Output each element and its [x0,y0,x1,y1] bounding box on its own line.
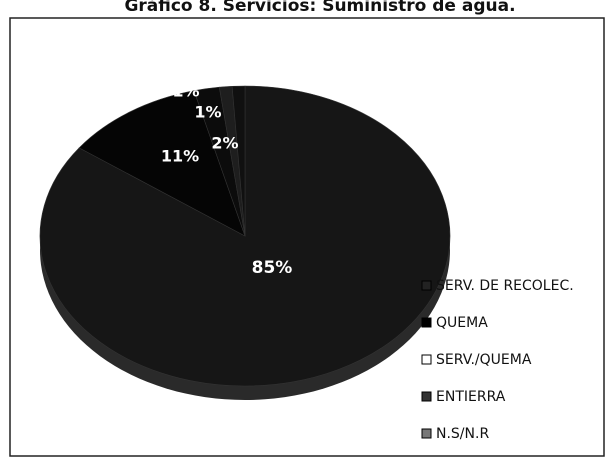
legend-label: ENTIERRA [436,389,506,405]
pie: 85% 11% 2% 1% 1% [39,82,451,387]
legend-label: SERV. DE RECOLEC. [436,278,574,294]
data-label: 11% [161,147,199,166]
data-label: 1% [194,103,221,122]
data-label: 85% [252,258,293,278]
data-label: 2% [211,134,238,153]
legend-swatch [421,354,432,365]
legend-label: N.S/N.R [436,426,489,442]
legend-swatch [421,428,432,439]
legend-label: QUEMA [436,315,488,331]
pie-slice [78,90,246,237]
chart-title: Gráfico 8. Servicios: Suministro de agua… [124,0,515,16]
legend-swatch [421,391,432,402]
legend-label: SERV./QUEMA [436,352,532,368]
pie-slice [231,85,246,237]
data-label: 1% [172,82,199,101]
legend-swatch [421,280,432,291]
legend: SERV. DE RECOLEC. QUEMA SERV./QUEMA ENTIERR… [421,278,574,442]
legend-swatch [421,317,432,328]
